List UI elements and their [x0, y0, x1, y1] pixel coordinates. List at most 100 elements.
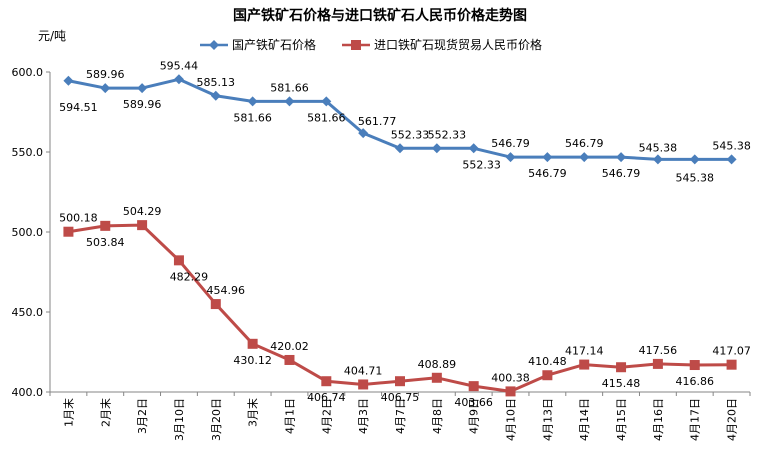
- data-label-domestic: 581.66: [270, 81, 309, 94]
- data-point-domestic: [358, 128, 369, 139]
- data-label-domestic: 552.33: [428, 128, 467, 141]
- data-point-import: [247, 338, 258, 349]
- series-lines: [68, 77, 732, 393]
- data-point-domestic: [542, 152, 553, 163]
- data-label-import: 504.29: [123, 205, 162, 218]
- axes: 400.0 450.0 500.0 550.0 600.0 1月末 2月末 3月2日 3月10日…: [12, 66, 751, 441]
- data-label-domestic: 581.66: [307, 111, 346, 124]
- y-tick-label: 450.0: [12, 306, 44, 319]
- data-point-domestic: [247, 96, 258, 107]
- x-tick-label: 4月13日: [541, 398, 554, 441]
- x-tick-label: 1月末: [61, 398, 75, 427]
- data-label-import: 403.66: [454, 396, 493, 409]
- data-point-domestic: [63, 75, 74, 86]
- data-label-domestic: 595.44: [160, 59, 199, 72]
- data-point-import: [726, 359, 737, 370]
- data-label-import: 410.48: [528, 355, 567, 368]
- series-markers: [63, 74, 737, 397]
- data-label-import: 416.86: [675, 375, 714, 388]
- data-point-domestic: [652, 154, 663, 165]
- data-labels: 594.51 589.96 589.96 595.44 585.13 581.66 581.…: [59, 59, 751, 409]
- data-point-domestic: [468, 143, 479, 154]
- y-tick-label: 500.0: [12, 226, 44, 239]
- data-point-domestic: [100, 83, 111, 94]
- data-point-import: [63, 226, 74, 237]
- y-axis-unit-label: 元/吨: [38, 29, 66, 43]
- data-point-domestic: [137, 83, 148, 94]
- data-point-import: [358, 379, 369, 390]
- data-label-import: 417.07: [712, 345, 751, 358]
- data-point-import: [137, 220, 148, 231]
- data-point-domestic: [689, 154, 700, 165]
- data-point-domestic: [284, 96, 295, 107]
- data-label-domestic: 546.79: [602, 167, 641, 180]
- data-point-domestic: [431, 143, 442, 154]
- data-point-domestic: [616, 152, 627, 163]
- data-label-domestic: 545.38: [639, 141, 678, 154]
- x-tick-label: 4月15日: [615, 398, 628, 441]
- data-point-import: [321, 376, 332, 387]
- x-tick-label: 4月7日: [394, 398, 407, 434]
- data-label-domestic: 545.38: [675, 171, 714, 184]
- series-line-import: [68, 223, 732, 393]
- data-label-domestic: 594.51: [59, 101, 98, 114]
- x-tick-label: 4月14日: [578, 398, 591, 441]
- data-label-domestic: 545.38: [712, 139, 751, 152]
- data-label-domestic: 546.79: [491, 137, 530, 150]
- data-point-import: [505, 386, 516, 397]
- data-label-import: 406.74: [307, 391, 346, 404]
- data-point-import: [173, 255, 184, 266]
- x-tick-label: 2月末: [98, 398, 112, 427]
- chart-title: 国产铁矿石价格与进口铁矿石人民币价格走势图: [233, 7, 527, 24]
- data-label-domestic: 585.13: [197, 76, 236, 89]
- x-tick-label: 4月17日: [689, 398, 702, 441]
- x-tick-label: 4月3日: [357, 398, 370, 434]
- data-label-import: 482.29: [170, 270, 209, 283]
- data-label-domestic: 589.96: [123, 98, 162, 111]
- data-point-domestic: [579, 152, 590, 163]
- y-tick-label: 550.0: [12, 146, 44, 159]
- legend-label-import: 进口铁矿石现货贸易人民币价格: [374, 37, 542, 52]
- data-point-import: [652, 358, 663, 369]
- data-point-import: [210, 299, 221, 310]
- data-label-import: 417.14: [565, 345, 604, 358]
- data-label-import: 454.96: [207, 284, 246, 297]
- data-point-import: [395, 376, 405, 387]
- x-tick-label: 3月末: [246, 398, 260, 427]
- data-label-domestic: 589.96: [86, 68, 125, 81]
- x-tick-label: 3月2日: [136, 398, 149, 434]
- data-label-domestic: 561.77: [358, 115, 397, 128]
- data-point-import: [579, 359, 590, 370]
- data-label-import: 503.84: [86, 236, 125, 249]
- data-label-domestic: 552.33: [462, 158, 501, 171]
- x-tick-label: 4月10日: [505, 398, 518, 441]
- data-point-import: [100, 220, 111, 231]
- data-label-import: 415.48: [602, 377, 641, 390]
- x-tick-label: 4月1日: [283, 398, 296, 434]
- x-tick-label: 4月2日: [320, 398, 333, 434]
- data-point-domestic: [210, 90, 221, 101]
- data-label-domestic: 552.33: [391, 128, 430, 141]
- data-label-import: 406.75: [381, 391, 420, 404]
- data-point-domestic: [321, 96, 332, 107]
- data-label-import: 408.89: [418, 358, 457, 371]
- data-point-domestic: [726, 154, 737, 165]
- data-label-import: 404.71: [344, 364, 383, 377]
- x-tick-label: 4月9日: [468, 398, 481, 434]
- data-label-import: 500.18: [59, 212, 98, 225]
- data-point-import: [689, 360, 700, 371]
- data-label-import: 417.56: [639, 344, 678, 357]
- x-tick-label: 3月20日: [210, 398, 223, 441]
- data-point-import: [542, 370, 553, 381]
- legend-marker-domestic: [209, 40, 219, 50]
- data-point-import: [616, 362, 627, 373]
- data-label-import: 400.38: [491, 371, 530, 384]
- data-label-domestic: 546.79: [565, 137, 604, 150]
- x-tick-label: 4月8日: [431, 398, 444, 434]
- data-label-domestic: 581.66: [233, 111, 272, 124]
- legend-marker-import: [351, 40, 361, 50]
- data-label-domestic: 546.79: [528, 167, 567, 180]
- x-tick-label: 4月16日: [652, 398, 665, 441]
- data-label-import: 420.02: [270, 340, 309, 353]
